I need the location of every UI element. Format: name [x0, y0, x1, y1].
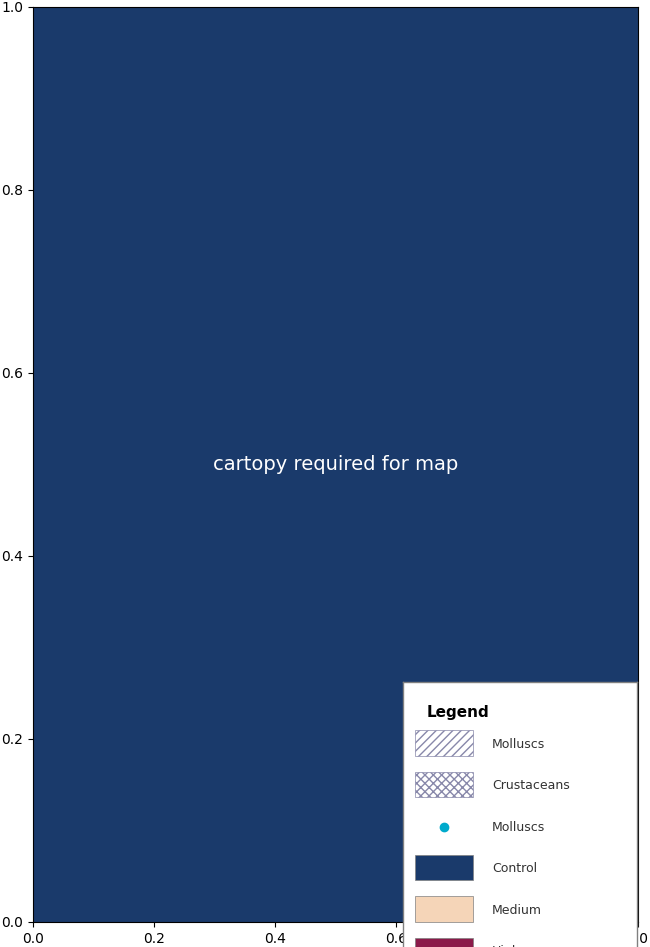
FancyBboxPatch shape	[415, 854, 473, 880]
FancyBboxPatch shape	[415, 938, 473, 947]
Text: Medium: Medium	[492, 903, 542, 917]
FancyBboxPatch shape	[415, 772, 473, 797]
FancyBboxPatch shape	[415, 730, 473, 756]
Text: High: High	[492, 945, 521, 947]
Text: Control: Control	[492, 863, 537, 875]
Text: Molluscs: Molluscs	[492, 821, 545, 833]
Text: cartopy required for map: cartopy required for map	[213, 455, 458, 474]
Text: Legend: Legend	[426, 705, 489, 720]
Text: Molluscs: Molluscs	[492, 738, 545, 751]
FancyBboxPatch shape	[415, 896, 473, 921]
Text: Crustaceans: Crustaceans	[492, 779, 569, 793]
